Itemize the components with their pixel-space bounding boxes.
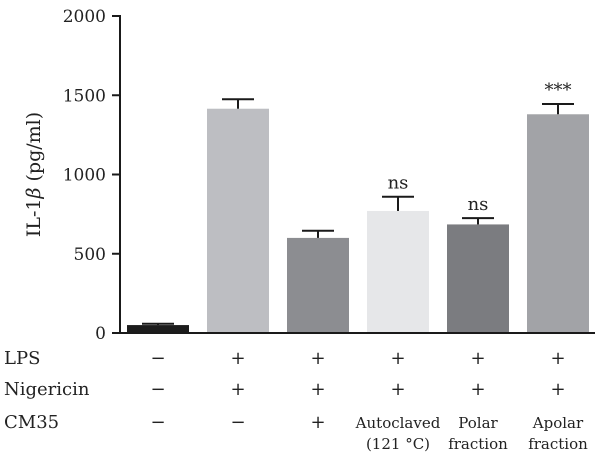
bar-2 <box>287 237 349 333</box>
condition-value-2-1: − <box>230 412 245 433</box>
condition-value-0-3: + <box>390 348 405 369</box>
condition-value-0-4: + <box>470 348 485 369</box>
condition-value-1-0: − <box>150 379 165 400</box>
condition-value-0-0: − <box>150 348 165 369</box>
group-label-3-0: Autoclaved <box>355 414 441 432</box>
condition-label-2: CM35 <box>4 412 59 433</box>
group-label-5-1: fraction <box>528 435 588 453</box>
condition-value-0-1: + <box>230 348 245 369</box>
y-tick-label-0: 0 <box>95 324 106 344</box>
y-tick-label-4: 2000 <box>63 7 106 27</box>
plot-area: ns ns *** 0 500 1000 1500 2000 IL-1β (pg/ml) LPS −… <box>4 7 595 453</box>
condition-value-2-0: − <box>150 412 165 433</box>
condition-label-0: LPS <box>4 348 40 369</box>
bar-1 <box>207 108 269 333</box>
condition-value-1-2: + <box>310 379 325 400</box>
significance-label-5: *** <box>545 80 572 101</box>
group-label-4-0: Polar <box>458 414 498 432</box>
y-tick-label-3: 1500 <box>63 86 106 106</box>
bar-0 <box>127 325 189 333</box>
condition-value-0-2: + <box>310 348 325 369</box>
condition-label-1: Nigericin <box>4 379 90 400</box>
y-tick-label-1: 500 <box>74 245 106 265</box>
condition-value-1-1: + <box>230 379 245 400</box>
significance-label-3: ns <box>388 173 409 194</box>
bar-5 <box>527 114 589 334</box>
group-label-5-0: Apolar <box>532 414 584 432</box>
bar-3 <box>367 210 429 333</box>
significance-label-4: ns <box>468 194 489 215</box>
y-tick-label-2: 1000 <box>63 166 106 186</box>
group-label-3-1: (121 °C) <box>366 435 430 453</box>
y-axis-title-unit: (pg/ml) <box>23 112 45 188</box>
condition-value-0-5: + <box>550 348 565 369</box>
y-axis-title-prefix: IL-1 <box>23 199 45 238</box>
y-axis-title: IL-1β (pg/ml) <box>23 112 45 237</box>
condition-value-2-2: + <box>310 412 325 433</box>
condition-value-1-5: + <box>550 379 565 400</box>
condition-value-1-3: + <box>390 379 405 400</box>
condition-value-1-4: + <box>470 379 485 400</box>
y-axis-title-symbol: β <box>23 188 45 200</box>
bar-4 <box>447 224 509 333</box>
group-label-4-1: fraction <box>448 435 508 453</box>
